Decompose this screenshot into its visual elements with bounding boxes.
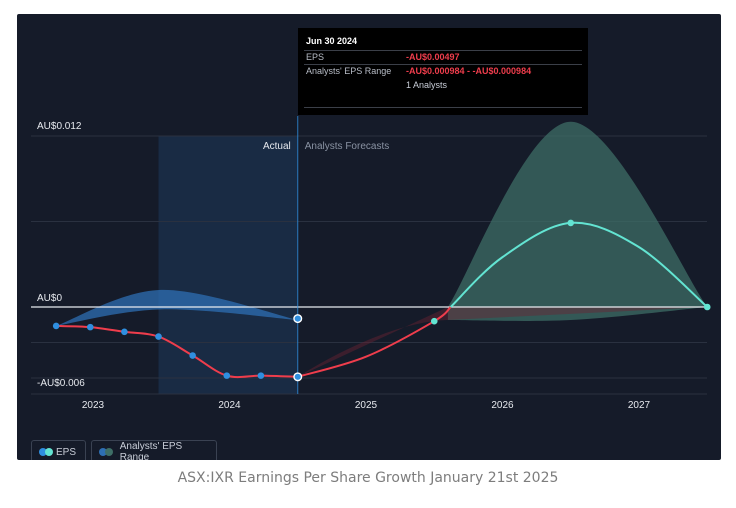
- eps-legend-icon: [39, 448, 53, 456]
- x-tick-label: 2025: [355, 400, 378, 411]
- eps-point: [52, 322, 60, 330]
- x-tick-label: 2023: [82, 400, 105, 411]
- eps-point-selected: [293, 372, 303, 382]
- chart-panel: AU$0.012 AU$0 -AU$0.006 Actual Analysts Fore…: [17, 14, 721, 460]
- eps-forecast-point: [703, 303, 711, 311]
- eps-point: [257, 372, 265, 379]
- tooltip-divider: [304, 50, 582, 51]
- legend-range-button[interactable]: Analysts' EPS Range: [91, 440, 217, 460]
- actual-label: Actual: [263, 141, 291, 152]
- tooltip-range-label: Analysts' EPS Range: [306, 66, 392, 76]
- range-legend-icon: [99, 448, 114, 456]
- tooltip-divider: [304, 107, 582, 108]
- range-point-selected: [293, 314, 303, 324]
- eps-point: [189, 352, 196, 359]
- eps-chart: AU$0.012 AU$0 -AU$0.006 Actual Analysts Fore…: [31, 116, 711, 411]
- eps-point: [86, 323, 94, 331]
- legend-eps-label: EPS: [55, 446, 76, 458]
- actual-period-band: [158, 136, 298, 394]
- y-tick-label: -AU$0.006: [37, 378, 85, 389]
- forecast-label: Analysts Forecasts: [305, 141, 389, 152]
- tooltip-eps-label: EPS: [306, 52, 325, 62]
- x-tick-label: 2026: [491, 400, 514, 411]
- eps-forecast-negative-line: [297, 306, 452, 378]
- x-tick-label: 2024: [218, 400, 241, 411]
- eps-forecast-point: [567, 219, 575, 227]
- eps-point: [223, 372, 231, 379]
- tooltip-analysts: 1 Analysts: [406, 80, 448, 90]
- eps-point: [121, 328, 128, 336]
- tooltip-date: Jun 30 2024: [306, 36, 358, 46]
- eps-forecast-point: [430, 317, 438, 325]
- tooltip-divider: [304, 64, 582, 65]
- x-tick-label: 2027: [628, 400, 651, 411]
- footer-caption: ASX:IXR Earnings Per Share Growth Januar…: [177, 470, 559, 486]
- y-tick-label: AU$0: [37, 293, 62, 304]
- range-area-forecast-low: [297, 321, 435, 377]
- legend-range-label: Analysts' EPS Range: [119, 441, 183, 460]
- y-tick-label: AU$0.012: [37, 121, 82, 132]
- tooltip-range-value: -AU$0.000984 - -AU$0.000984: [406, 66, 532, 76]
- tooltip: Jun 30 2024 EPS -AU$0.00497 Analysts' EP…: [298, 28, 588, 115]
- range-area-forecast: [447, 121, 708, 321]
- tooltip-eps-value: -AU$0.00497: [406, 52, 460, 62]
- legend-eps-button[interactable]: EPS: [31, 440, 86, 460]
- range-area-actual: [56, 289, 298, 326]
- eps-point: [155, 333, 162, 340]
